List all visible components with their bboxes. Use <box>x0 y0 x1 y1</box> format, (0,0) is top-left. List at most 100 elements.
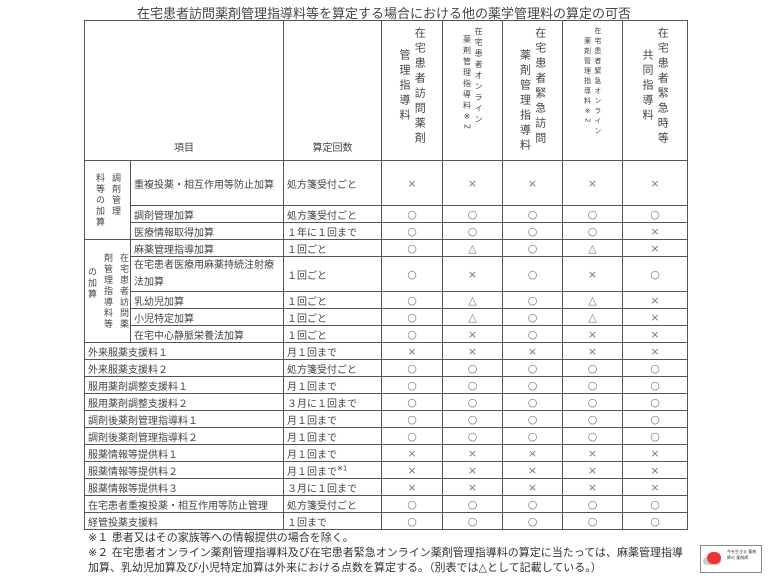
item-name: 重複投薬・相互作用等防止加算 <box>130 160 284 206</box>
count-text: 処方箋受付ごと <box>287 500 357 512</box>
count-cell: ３月に１回まで <box>283 393 382 411</box>
availability-mark: ○ <box>442 512 503 530</box>
availability-mark: × <box>502 444 563 462</box>
count-text: 月１回まで <box>287 415 337 427</box>
logo: 今を生きる 薬剤師の 薬剤師 <box>700 545 762 573</box>
availability-mark: ○ <box>502 205 563 223</box>
availability-mark: × <box>622 444 688 462</box>
availability-mark: ○ <box>442 359 503 377</box>
item-name: 経管投薬支援料 <box>84 512 284 530</box>
availability-mark: ○ <box>381 325 443 343</box>
count-cell: 処方箋受付ごと <box>283 160 382 206</box>
count-text: 処方箋受付ごと <box>287 364 357 376</box>
availability-mark: ○ <box>502 393 563 411</box>
table-row: 在宅患者訪問薬 剤管理指導料等 の加算 麻薬管理指導加算 １回ごと ○ △ ○ △ × <box>84 239 688 343</box>
table-row: 調剤後薬剤管理指導料１ 月１回まで ○ ○ ○ ○ ○ <box>84 410 688 428</box>
count-cell: 処方箋受付ごと <box>283 495 382 513</box>
availability-mark: × <box>562 478 623 496</box>
header-column-line-1: 在宅患者緊急訪問 <box>533 27 547 147</box>
availability-mark: × <box>622 291 688 309</box>
count-text: １年に１回まで <box>287 227 357 239</box>
group-label-line: 剤管理指導料等 <box>102 252 112 330</box>
availability-mark: ○ <box>442 393 503 411</box>
availability-mark: △ <box>562 308 623 326</box>
availability-mark: ○ <box>442 410 503 428</box>
availability-mark: △ <box>562 239 623 257</box>
availability-mark: ○ <box>562 393 623 411</box>
availability-mark: ○ <box>442 427 503 445</box>
item-name: 服薬情報等提供料１ <box>84 444 284 462</box>
count-cell: １回ごと <box>283 291 382 309</box>
logo-text: 今を生きる 薬剤師の 薬剤師 <box>727 549 757 560</box>
availability-mark: × <box>562 256 623 292</box>
header-count: 算定回数 <box>283 20 382 161</box>
table-row: 服薬情報等提供料１ 月１回まで × × × × × <box>84 444 688 462</box>
availability-mark: △ <box>442 239 503 257</box>
availability-mark: ○ <box>502 222 563 240</box>
availability-mark: ○ <box>381 495 443 513</box>
availability-mark: ○ <box>381 359 443 377</box>
count-text: ３月に１回まで <box>287 483 357 495</box>
count-cell: ３月に１回まで <box>283 478 382 496</box>
table-row: 在宅患者医療用麻薬持続注射療法加算 １回ごと ○ × ○ × ○ <box>85 256 688 292</box>
header-column-3: 在宅患者緊急訪問 薬剤管理指導料 <box>502 20 563 161</box>
availability-mark: × <box>622 325 688 343</box>
availability-mark: × <box>562 461 623 479</box>
item-name: 小児特定加算 <box>130 308 284 326</box>
availability-mark: × <box>562 342 623 360</box>
availability-mark: ○ <box>502 239 563 257</box>
table-row: 在宅中心静脈栄養法加算 １回ごと ○ × ○ × × <box>85 325 688 343</box>
item-name: 服薬情報等提供料３ <box>84 478 284 496</box>
table-row: 外来服薬支援料１ 月１回まで × × × × × <box>84 342 688 360</box>
availability-mark: ○ <box>562 359 623 377</box>
table-row: 在宅患者重複投薬・相互作用等防止管理 処方箋受付ごと ○ ○ ○ ○ ○ <box>84 495 688 513</box>
availability-mark: ○ <box>622 205 688 223</box>
count-text: １回ごと <box>287 244 327 256</box>
availability-mark: ○ <box>502 410 563 428</box>
availability-mark: ○ <box>562 222 623 240</box>
count-text: １回ごと <box>287 296 327 308</box>
availability-mark: × <box>381 342 443 360</box>
footnote-2: ※２ 在宅患者オンライン薬剤管理指導料及び在宅患者緊急オンライン薬剤管理指導料の… <box>88 546 683 574</box>
count-cell: 処方箋受付ごと <box>283 205 382 223</box>
item-name: 在宅患者医療用麻薬持続注射療法加算 <box>130 256 284 292</box>
availability-mark: ○ <box>381 376 443 394</box>
availability-mark: ○ <box>502 291 563 309</box>
item-name: 麻薬管理指導加算 <box>130 239 284 257</box>
availability-mark: ○ <box>502 308 563 326</box>
availability-mark: × <box>442 256 503 292</box>
availability-mark: ○ <box>442 376 503 394</box>
availability-mark: × <box>381 478 443 496</box>
availability-mark: ○ <box>442 495 503 513</box>
count-cell: １回ごと <box>283 308 382 326</box>
availability-mark: ○ <box>502 325 563 343</box>
item-name: 乳幼児加算 <box>130 291 284 309</box>
availability-mark: ○ <box>622 427 688 445</box>
availability-mark: ○ <box>502 376 563 394</box>
availability-mark: ○ <box>442 205 503 223</box>
header-column-1: 在宅患者訪問薬剤 管理指導料 <box>381 20 443 161</box>
header-column-4: 在宅患者緊急オンライン 薬剤管理指導料※2 <box>562 20 623 161</box>
group-label-line: 調剤管理 <box>110 172 120 217</box>
count-text: 月１回まで <box>287 449 337 461</box>
header-column-line-2: 薬剤管理指導料※2 <box>462 35 472 133</box>
availability-mark: ○ <box>381 393 443 411</box>
item-name: 外来服薬支援料２ <box>84 359 284 377</box>
availability-mark: × <box>442 342 503 360</box>
count-cell: １回まで <box>283 512 382 530</box>
item-name: 服用薬剤調整支援料１ <box>84 376 284 394</box>
count-cell: １年に１回まで <box>283 222 382 240</box>
table-row: 経管投薬支援料 １回まで ○ ○ ○ ○ ○ <box>84 512 688 530</box>
item-name: 調剤後薬剤管理指導料２ <box>84 427 284 445</box>
count-text: 処方箋受付ごと <box>287 179 357 191</box>
availability-mark: ○ <box>622 495 688 513</box>
count-text: １回ごと <box>287 313 327 325</box>
table-row: 服用薬剤調整支援料２ ３月に１回まで ○ ○ ○ ○ ○ <box>84 393 688 411</box>
item-name: 調剤管理加算 <box>130 205 284 223</box>
availability-mark: ○ <box>502 359 563 377</box>
table-row: 調剤後薬剤管理指導料２ 月１回まで ○ ○ ○ ○ ○ <box>84 427 688 445</box>
count-note: ※1 <box>337 464 348 473</box>
availability-mark: ○ <box>622 410 688 428</box>
table-row: 服薬情報等提供料３ ３月に１回まで × × × × × <box>84 478 688 496</box>
availability-mark: ○ <box>622 359 688 377</box>
